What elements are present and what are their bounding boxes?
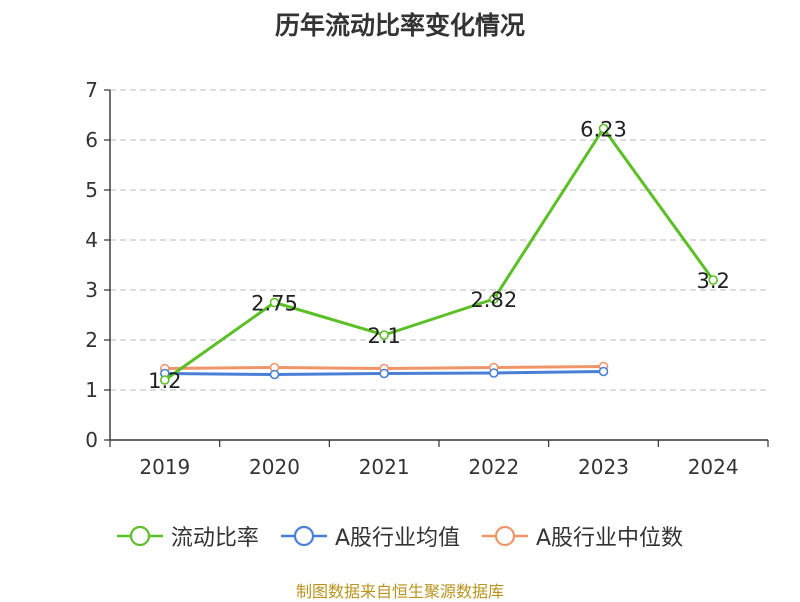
legend-item[interactable]: 流动比率 xyxy=(116,520,259,552)
y-tick-label: 4 xyxy=(85,228,98,252)
data-point xyxy=(269,369,280,380)
data-point xyxy=(598,366,609,377)
data-label: 1.2 xyxy=(148,369,181,393)
series-line xyxy=(163,127,715,382)
data-label: 2.82 xyxy=(470,288,517,312)
data-point xyxy=(598,123,609,134)
chart-title: 历年流动比率变化情况 xyxy=(274,11,525,40)
data-point xyxy=(489,294,499,304)
legend-label: 流动比率 xyxy=(170,526,259,551)
legend-label: A股行业均值 xyxy=(334,526,460,551)
data-point xyxy=(160,375,170,385)
data-label: 2.1 xyxy=(367,324,400,348)
y-tick-label: 5 xyxy=(85,178,98,202)
legend-marker-icon xyxy=(280,525,327,547)
data-point xyxy=(708,275,718,285)
y-tick-label: 0 xyxy=(85,428,98,452)
y-tick-label: 2 xyxy=(85,328,98,352)
data-point xyxy=(269,297,280,308)
data-point xyxy=(379,330,389,340)
y-tick-label: 1 xyxy=(85,378,98,402)
legend-marker-icon xyxy=(116,525,163,547)
y-tick-label: 6 xyxy=(85,128,98,152)
source-note: 制图数据来自恒生聚源数据库 xyxy=(295,582,504,601)
x-tick-label: 2022 xyxy=(468,455,519,479)
x-tick-label: 2019 xyxy=(139,455,190,479)
data-label: 6.23 xyxy=(580,118,627,142)
y-tick-label: 7 xyxy=(85,78,98,102)
x-tick-label: 2020 xyxy=(249,455,300,479)
legend: 流动比率 A股行业均值 A股行业中位数 xyxy=(0,518,800,554)
legend-marker-icon xyxy=(482,525,528,547)
x-tick-label: 2024 xyxy=(688,455,739,479)
legend-item[interactable]: A股行业均值 xyxy=(280,520,460,552)
legend-item[interactable]: A股行业中位数 xyxy=(482,520,683,552)
x-tick-label: 2021 xyxy=(359,455,410,479)
data-label: 3.2 xyxy=(696,269,729,293)
y-tick-label: 3 xyxy=(85,278,98,302)
legend-label: A股行业中位数 xyxy=(536,526,684,551)
data-point xyxy=(379,368,389,379)
data-point xyxy=(489,368,499,378)
x-tick-label: 2023 xyxy=(578,455,629,479)
data-label: 2.75 xyxy=(251,292,298,316)
